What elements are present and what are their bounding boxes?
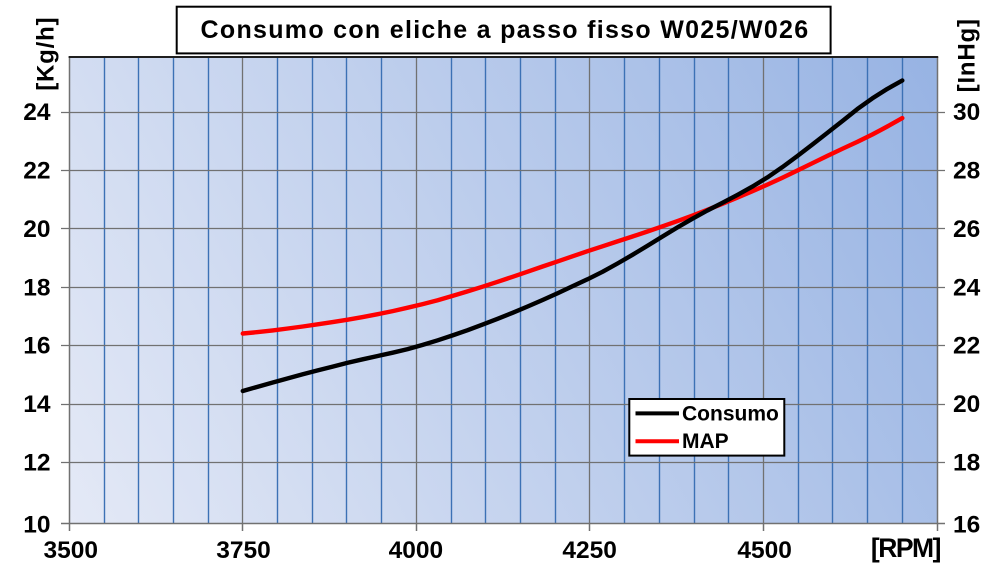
svg-text:24: 24: [23, 99, 51, 126]
svg-text:12: 12: [23, 449, 50, 476]
svg-text:16: 16: [23, 333, 50, 360]
svg-text:22: 22: [23, 158, 50, 185]
svg-text:28: 28: [953, 158, 980, 185]
svg-text:26: 26: [953, 216, 980, 243]
svg-text:18: 18: [23, 274, 50, 301]
svg-text:14: 14: [23, 391, 51, 418]
svg-text:3500: 3500: [44, 537, 99, 564]
svg-text:Consumo: Consumo: [682, 402, 779, 425]
svg-text:4250: 4250: [562, 537, 617, 564]
svg-text:20: 20: [953, 391, 980, 418]
svg-text:3750: 3750: [216, 537, 271, 564]
svg-text:24: 24: [953, 274, 981, 301]
svg-text:4000: 4000: [389, 537, 444, 564]
svg-text:16: 16: [953, 511, 980, 538]
svg-text:20: 20: [23, 216, 50, 243]
svg-text:MAP: MAP: [682, 430, 729, 453]
svg-text:Consumo con eliche a passo fis: Consumo con eliche a passo fisso W025/W0…: [201, 16, 810, 44]
svg-text:18: 18: [953, 449, 980, 476]
svg-text:[RPM]: [RPM]: [871, 533, 941, 563]
svg-text:30: 30: [953, 99, 980, 126]
svg-text:[Kg/h]: [Kg/h]: [32, 17, 59, 91]
svg-text:10: 10: [23, 511, 50, 538]
svg-text:[InHg]: [InHg]: [953, 18, 980, 92]
svg-text:4500: 4500: [737, 537, 792, 564]
svg-text:22: 22: [953, 333, 980, 360]
